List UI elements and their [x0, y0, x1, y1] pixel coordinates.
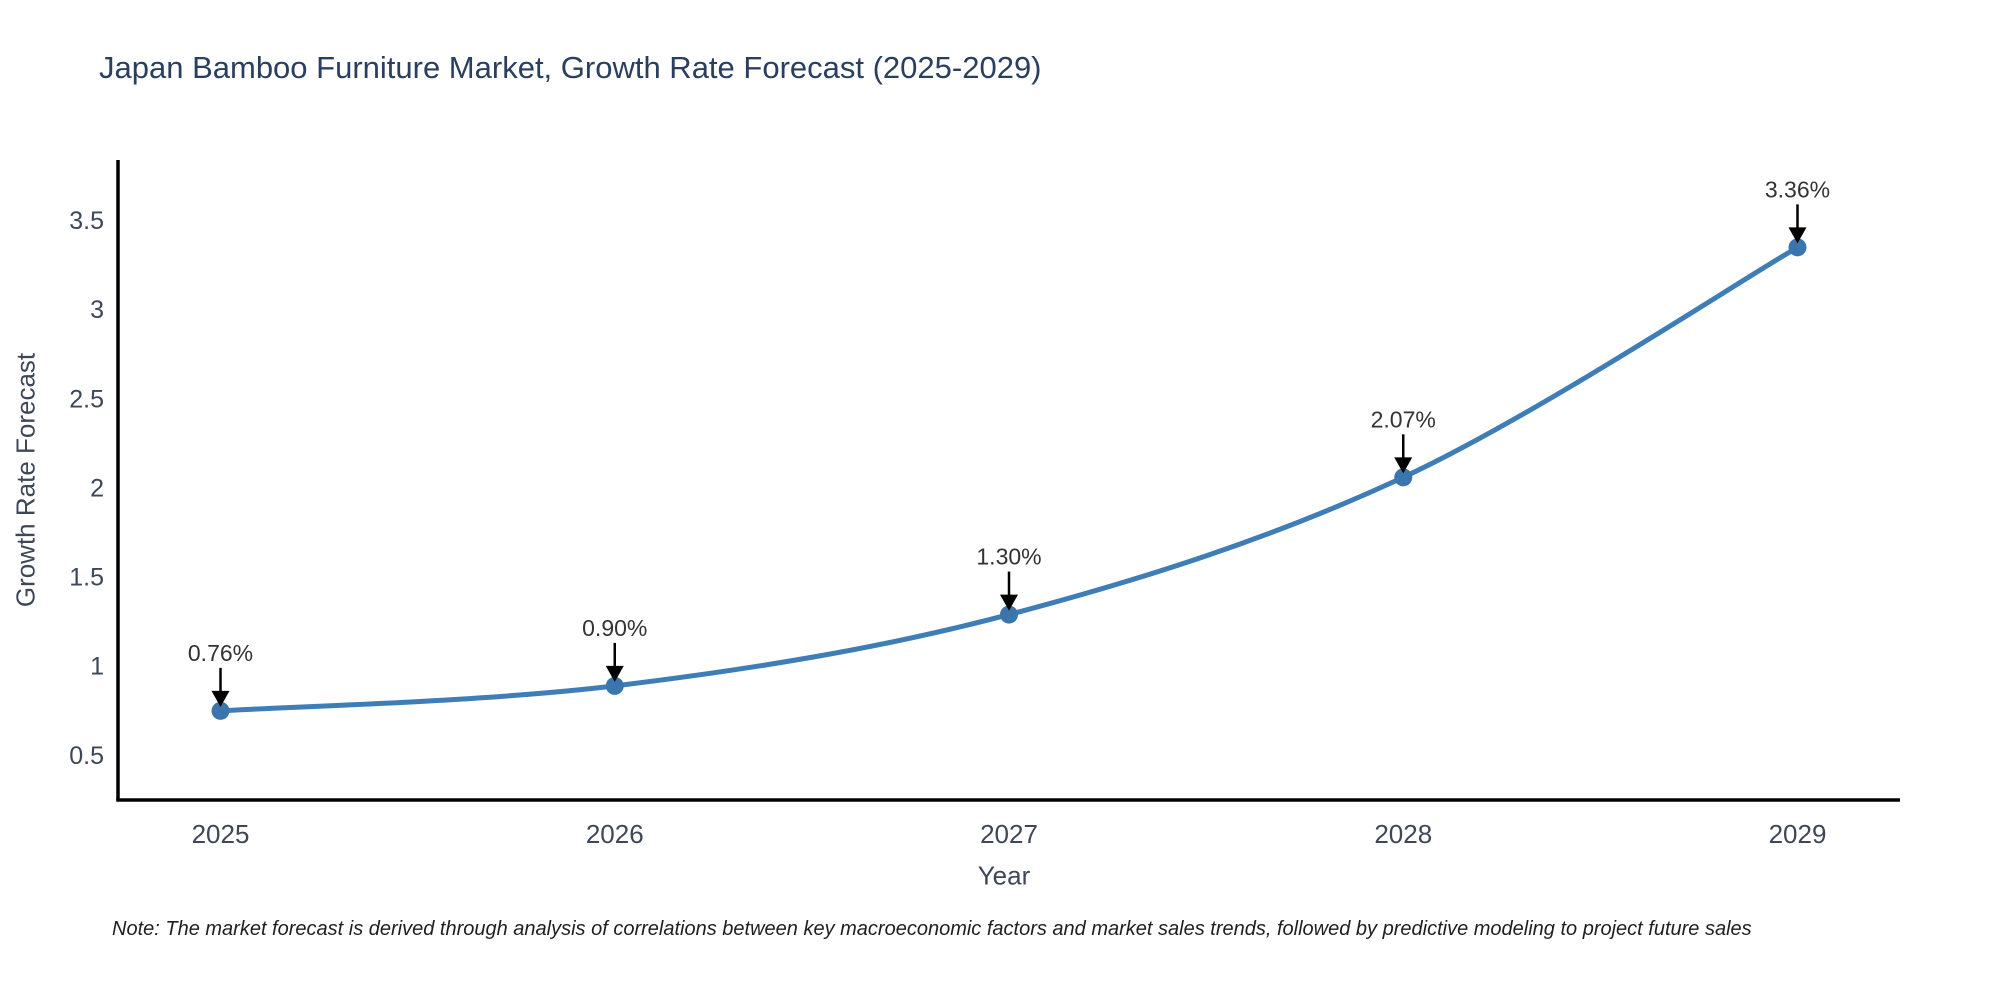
x-tick-label: 2027	[980, 819, 1038, 849]
data-point-label: 1.30%	[976, 544, 1041, 570]
chart-line	[218, 244, 1800, 714]
annotation-arrowhead-icon	[1788, 227, 1807, 244]
data-point-marker	[1000, 605, 1018, 624]
y-tick-label: 1.5	[69, 564, 104, 592]
data-point-label: 3.36%	[1765, 176, 1830, 202]
x-axis-title: Year	[977, 860, 1031, 891]
x-tick-label: 2028	[1374, 819, 1432, 849]
y-tick-label: 3	[90, 296, 104, 324]
y-tick-label: 2	[90, 474, 104, 502]
y-tick-label: 3.5	[69, 207, 104, 235]
data-point-label: 2.07%	[1371, 406, 1436, 432]
x-tick-label: 2029	[1769, 819, 1827, 849]
y-tick-label: 0.5	[69, 742, 104, 770]
annotation-arrowhead-icon	[605, 665, 624, 682]
x-tick-label: 2026	[586, 819, 644, 849]
data-point-marker	[1788, 238, 1807, 257]
annotation-arrowhead-icon	[211, 690, 230, 707]
data-point-marker	[1394, 468, 1413, 487]
data-point-marker	[211, 701, 230, 720]
x-tick-label: 2025	[192, 819, 250, 849]
chart-title: Japan Bamboo Furniture Market, Growth Ra…	[99, 50, 1042, 85]
data-point-label: 0.90%	[582, 615, 647, 641]
y-tick-label: 2.5	[69, 385, 104, 413]
data-point-marker	[605, 676, 624, 695]
annotation-arrowhead-icon	[1394, 457, 1413, 474]
footnote: Note: The market forecast is derived thr…	[112, 918, 1752, 940]
annotation-arrowhead-icon	[1000, 594, 1018, 611]
y-tick-label: 1	[90, 653, 104, 681]
data-point-label: 0.76%	[188, 640, 253, 666]
